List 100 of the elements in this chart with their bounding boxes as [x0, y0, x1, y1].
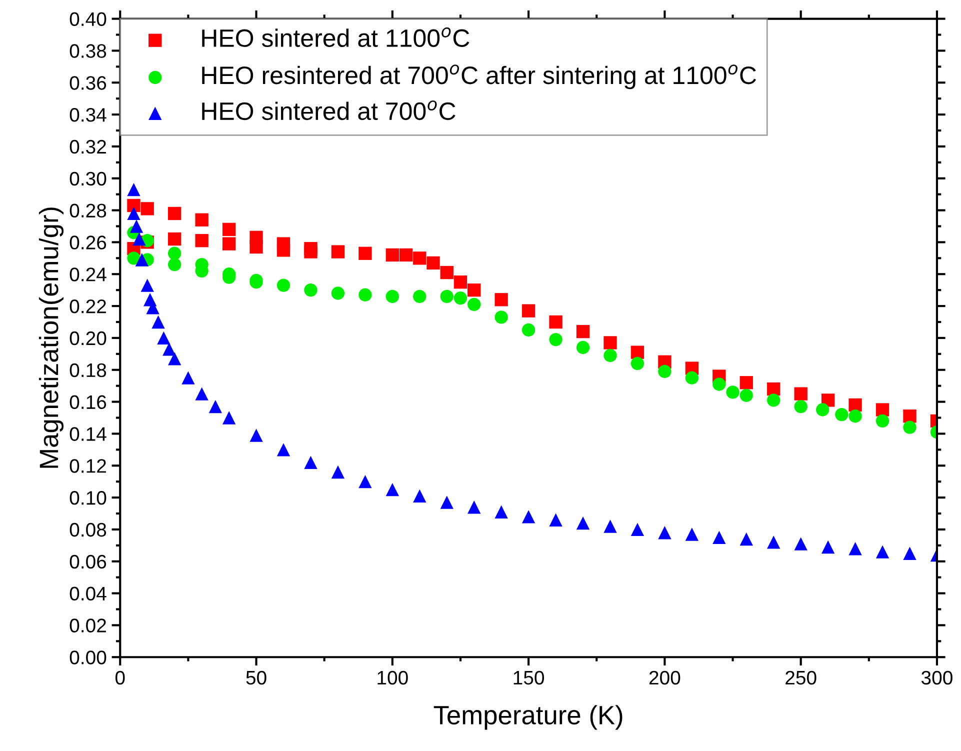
point [331, 465, 345, 479]
point [848, 410, 862, 423]
point [304, 242, 318, 256]
y-tick-label: 0.06 [70, 554, 106, 569]
point [468, 283, 481, 297]
point [130, 220, 144, 233]
point [386, 482, 399, 496]
point [222, 411, 236, 424]
point [140, 202, 154, 216]
point [195, 234, 208, 248]
point [440, 496, 454, 509]
point [386, 290, 399, 304]
point [726, 386, 740, 399]
point [399, 248, 413, 262]
point [168, 232, 182, 246]
point [222, 237, 236, 250]
point [848, 542, 862, 556]
point [549, 513, 562, 526]
point [304, 283, 318, 297]
x-tick-label: 0 [115, 670, 125, 685]
point [127, 252, 140, 265]
point [549, 315, 562, 329]
point [413, 252, 426, 265]
legend-label: HEO sintered at 700$^{o}$C [202, 100, 456, 120]
point [794, 387, 808, 400]
point [576, 340, 590, 354]
x-tick-label: 100 [378, 670, 408, 685]
y-tick-label: 0.12 [70, 459, 106, 473]
point [182, 371, 195, 384]
point [685, 371, 699, 384]
y-tick-label: 0.36 [70, 76, 106, 90]
point [386, 248, 399, 262]
point [658, 526, 672, 540]
point [127, 182, 140, 196]
point [549, 332, 562, 346]
point [454, 276, 468, 289]
point [494, 310, 508, 324]
point [876, 403, 890, 416]
point [358, 288, 372, 302]
point [494, 505, 508, 518]
point [576, 516, 590, 530]
x-tick-label: 250 [786, 670, 816, 685]
y-tick-label: 0.08 [70, 522, 106, 537]
point [794, 400, 808, 414]
point [767, 382, 780, 396]
point [658, 364, 672, 378]
point [127, 198, 140, 212]
x-tick-label: 50 [246, 670, 266, 685]
y-tick-label: 0.28 [70, 204, 106, 218]
point [195, 213, 208, 226]
point [685, 528, 699, 541]
point [816, 403, 830, 416]
point [413, 290, 426, 304]
point [630, 356, 644, 370]
point [821, 540, 835, 554]
legend-label: HEO resintered at 700$^{o}$C after sintering at 1100$^{o}$C [202, 64, 756, 90]
point [903, 546, 916, 560]
point [152, 315, 165, 329]
x-axis-title: Temperature (K) [434, 705, 622, 730]
y-tick-label: 0.26 [70, 236, 106, 250]
point [276, 443, 290, 456]
point [440, 290, 454, 304]
y-tick-label: 0.00 [70, 650, 106, 664]
y-tick-label: 0.16 [70, 395, 106, 410]
point [168, 258, 182, 272]
x-tick-label: 300 [921, 670, 952, 685]
point [712, 378, 726, 391]
point [835, 408, 848, 422]
point [157, 331, 170, 345]
point [903, 410, 916, 423]
point [767, 536, 780, 549]
point [250, 428, 263, 442]
point [740, 532, 753, 546]
point [276, 278, 290, 292]
y-tick-label: 0.04 [70, 586, 106, 601]
point [767, 394, 780, 407]
y-axis-title: Magnetization(emu/gr) [38, 208, 64, 468]
y-tick-label: 0.18 [70, 363, 106, 378]
point [168, 246, 182, 260]
y-tick-label: 0.22 [70, 300, 106, 314]
y-tick-label: 0.30 [70, 172, 106, 186]
point [468, 298, 481, 312]
point [604, 348, 617, 362]
point [630, 522, 644, 536]
y-tick-label: 0.14 [70, 427, 106, 441]
point [208, 400, 222, 414]
point [522, 323, 536, 337]
point [604, 336, 617, 350]
y-tick-label: 0.40 [70, 12, 106, 26]
x-tick-label: 150 [514, 670, 544, 685]
y-tick-label: 0.02 [70, 618, 106, 632]
point [127, 206, 140, 220]
point [468, 500, 481, 514]
point [331, 245, 345, 258]
point [168, 352, 182, 366]
point [454, 291, 468, 305]
point [876, 545, 890, 558]
y-tick-label: 0.20 [70, 331, 106, 346]
y-tick-label: 0.38 [70, 44, 106, 58]
y-tick-label: 0.32 [70, 140, 106, 154]
